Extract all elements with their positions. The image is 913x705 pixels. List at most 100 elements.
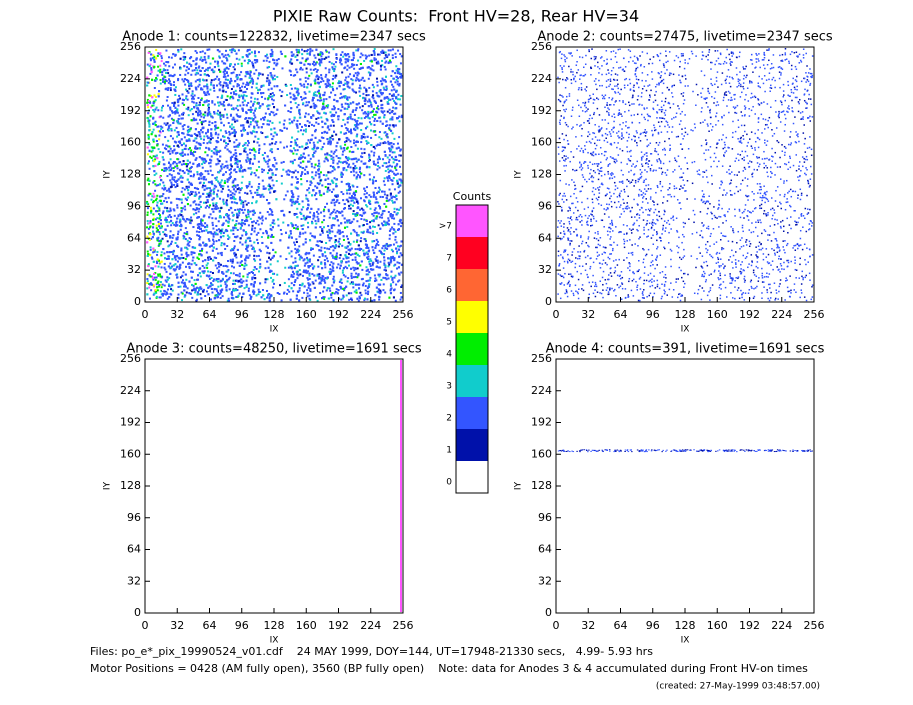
count-pixel — [230, 104, 233, 107]
count-pixel — [374, 196, 377, 199]
count-pixel — [319, 194, 322, 197]
count-pixel — [305, 128, 308, 131]
count-pixel — [317, 82, 320, 85]
count-pixel — [268, 60, 271, 63]
count-pixel — [181, 292, 184, 295]
count-pixel — [328, 216, 331, 219]
count-pixel — [385, 134, 388, 137]
count-pixel — [174, 165, 177, 168]
count-pixel — [352, 266, 355, 269]
count-pixel — [394, 235, 397, 238]
count-pixel — [170, 56, 173, 59]
count-pixel — [256, 219, 259, 222]
count-pixel — [353, 124, 356, 127]
count-pixel — [396, 142, 399, 145]
count-pixel — [156, 54, 159, 57]
count-pixel — [244, 150, 247, 153]
count-pixel — [354, 120, 357, 123]
count-pixel — [160, 266, 163, 269]
count-pixel — [332, 210, 335, 213]
count-pixel — [261, 219, 264, 222]
count-pixel — [213, 231, 216, 234]
count-pixel — [292, 53, 295, 56]
count-pixel — [362, 97, 365, 100]
count-pixel — [146, 280, 149, 283]
count-pixel — [308, 297, 311, 300]
count-pixel — [182, 55, 185, 58]
count-pixel — [358, 90, 361, 93]
count-pixel — [343, 149, 346, 152]
count-pixel — [377, 290, 380, 293]
count-pixel — [197, 142, 200, 145]
count-pixel — [386, 124, 389, 127]
count-pixel — [391, 214, 394, 217]
count-pixel — [220, 244, 223, 247]
count-pixel — [156, 289, 159, 292]
count-pixel — [363, 162, 366, 165]
count-pixel — [273, 59, 276, 62]
count-pixel — [383, 244, 386, 247]
count-pixel — [170, 174, 173, 177]
count-pixel — [397, 280, 400, 283]
count-pixel — [230, 79, 233, 82]
count-pixel — [167, 72, 170, 75]
count-pixel — [214, 264, 217, 267]
count-pixel — [306, 180, 309, 183]
count-pixel — [207, 106, 210, 109]
count-pixel — [218, 88, 221, 91]
count-pixel — [264, 160, 267, 163]
count-pixel — [379, 216, 382, 219]
count-pixel — [328, 51, 331, 54]
count-pixel — [275, 180, 278, 183]
count-pixel — [146, 287, 149, 290]
count-pixel — [169, 209, 172, 212]
count-pixel — [268, 104, 271, 107]
count-pixel — [306, 48, 309, 51]
count-pixel — [391, 217, 394, 220]
count-pixel — [289, 83, 292, 86]
count-pixel — [269, 258, 272, 261]
count-pixel — [291, 160, 294, 163]
count-pixel — [226, 270, 229, 273]
count-pixel — [266, 172, 269, 175]
count-pixel — [368, 121, 371, 124]
count-pixel — [187, 153, 190, 156]
count-pixel — [328, 189, 331, 192]
count-pixel — [177, 293, 180, 296]
count-pixel — [330, 212, 333, 215]
count-pixel — [400, 286, 403, 289]
count-pixel — [206, 204, 209, 207]
count-pixel — [312, 141, 315, 144]
count-pixel — [170, 110, 173, 113]
count-pixel — [224, 75, 227, 78]
count-pixel — [394, 112, 397, 115]
count-pixel — [325, 156, 328, 159]
count-pixel — [346, 107, 349, 110]
count-pixel — [391, 97, 394, 100]
count-pixel — [312, 102, 315, 105]
count-pixel — [203, 85, 206, 88]
count-pixel — [177, 140, 180, 143]
count-pixel — [367, 66, 370, 69]
count-pixel — [383, 110, 386, 113]
count-pixel — [179, 228, 182, 231]
count-pixel — [152, 249, 155, 252]
count-pixel — [148, 129, 151, 132]
count-pixel — [192, 97, 195, 100]
count-pixel — [249, 189, 252, 192]
count-pixel — [349, 130, 352, 133]
count-pixel — [359, 214, 362, 217]
count-pixel — [271, 50, 274, 53]
count-pixel — [254, 116, 257, 119]
count-pixel — [305, 197, 308, 200]
count-pixel — [331, 269, 334, 272]
count-pixel — [354, 72, 357, 75]
count-pixel — [300, 284, 303, 287]
count-pixel — [399, 252, 402, 255]
count-pixel — [190, 192, 193, 195]
count-pixel — [152, 140, 155, 143]
count-pixel — [233, 169, 236, 172]
count-pixel — [322, 210, 325, 213]
count-pixel — [209, 88, 212, 91]
count-pixel — [377, 190, 380, 193]
